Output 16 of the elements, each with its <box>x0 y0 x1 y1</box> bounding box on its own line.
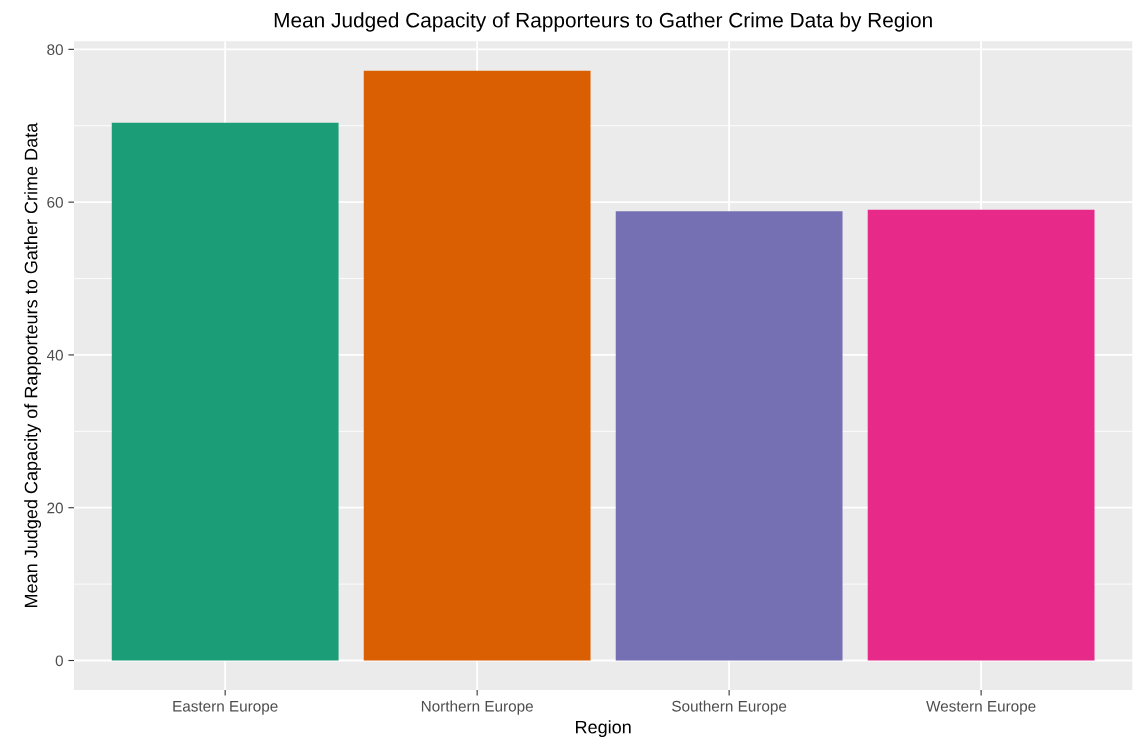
y-tick-label: 80 <box>47 44 63 56</box>
x-axis-title: Region <box>576 720 631 738</box>
x-tick-label: Southern Europe <box>672 700 787 715</box>
y-tick-label: 20 <box>47 502 63 514</box>
y-tick-label: 40 <box>46 349 63 361</box>
chart-title: Mean Judged Capacity of Rapporteurs to Gather Crime Data by Region <box>274 12 932 32</box>
x-tick-label: Western Europe <box>926 700 1036 715</box>
x-tick-label: Northern Europe <box>421 700 533 715</box>
bar <box>111 122 339 661</box>
bar <box>615 211 843 661</box>
bar <box>363 70 591 661</box>
x-tick-label: Eastern Europe <box>173 700 278 715</box>
bar <box>867 209 1095 661</box>
y-tick-label: 60 <box>47 197 63 208</box>
y-axis-title: Mean Judged Capacity of Rapporteurs to Gather Crime Data <box>24 122 42 607</box>
y-tick-label: 0 <box>55 655 63 667</box>
